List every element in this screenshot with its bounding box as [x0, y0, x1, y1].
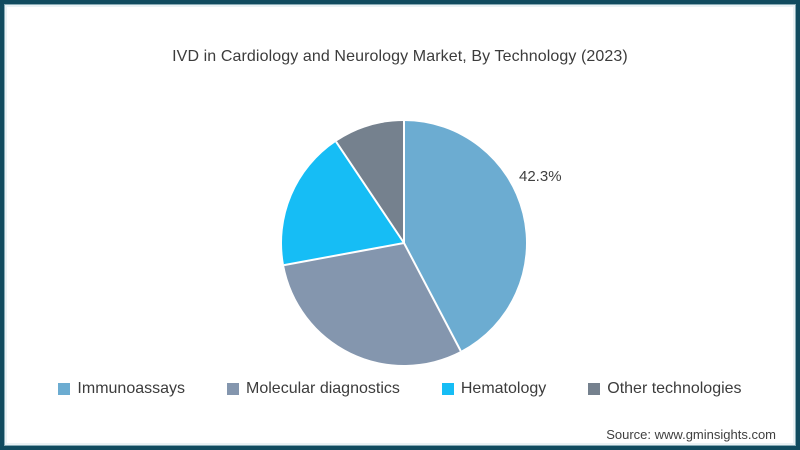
chart-legend: Immunoassays Molecular diagnostics Hemat…: [4, 380, 796, 398]
legend-swatch-hematology: [441, 383, 454, 395]
legend-label-other-technologies: Other technologies: [607, 380, 742, 397]
pie-slice-immunoassays: [404, 121, 527, 351]
legend-label-immunoassays: Immunoassays: [77, 380, 186, 397]
pie-chart: [282, 121, 527, 366]
legend-swatch-molecular-diagnostics: [227, 383, 240, 395]
legend-label-hematology: Hematology: [460, 380, 547, 397]
pie-slice-molecular-diagnostics: [284, 243, 461, 366]
legend-label-molecular-diagnostics: Molecular diagnostics: [246, 380, 400, 397]
pie-data-label: 42.3%: [519, 168, 562, 185]
legend-swatch-immunoassays: [58, 383, 71, 395]
legend-item-immunoassays: Immunoassays: [58, 380, 185, 398]
legend-swatch-other-technologies: [588, 383, 601, 395]
pie-slice-other-technologies: [336, 121, 404, 243]
legend-item-hematology: Hematology: [441, 380, 547, 398]
legend-item-molecular-diagnostics: Molecular diagnostics: [227, 380, 400, 398]
source-attribution: Source: www.gminsights.com: [606, 427, 776, 442]
pie-slice-hematology: [282, 141, 404, 266]
legend-item-other-technologies: Other technologies: [588, 380, 742, 398]
pie-slice-divider: [335, 141, 405, 244]
pie-slice-divider: [283, 242, 405, 267]
chart-title: IVD in Cardiology and Neurology Market, …: [172, 48, 628, 65]
pie-slice-divider: [403, 242, 462, 352]
